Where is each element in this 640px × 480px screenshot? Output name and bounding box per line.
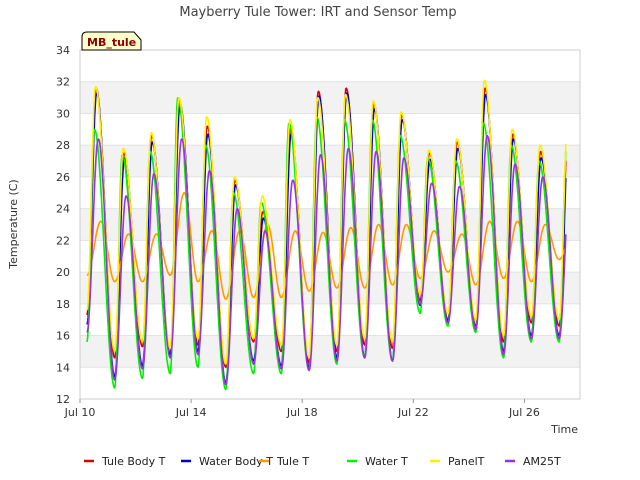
y-tick-label: 26 xyxy=(56,171,70,184)
legend-label: Tule Body T xyxy=(101,455,166,468)
site-tag: MB_tule xyxy=(81,31,142,51)
plot-bands xyxy=(80,81,580,368)
y-tick-label: 28 xyxy=(56,139,70,152)
series-line xyxy=(86,96,567,391)
y-tick-label: 30 xyxy=(56,107,70,120)
y-tick-label: 20 xyxy=(56,266,70,279)
legend-label: Water T xyxy=(365,455,408,468)
y-tick-label: 12 xyxy=(56,393,70,406)
plot-band xyxy=(80,208,580,241)
y-tick-label: 14 xyxy=(56,361,70,374)
legend-label: Tule T xyxy=(276,455,309,468)
series-line xyxy=(86,135,567,386)
y-tick-label: 32 xyxy=(56,76,70,89)
y-axis-ticks: 12 14 16 18 20 22 24 26 28 30 32 34 xyxy=(56,44,70,406)
x-axis-ticks: Jul 10 Jul 14 Jul 18 Jul 22 Jul 26 xyxy=(64,399,540,419)
x-tick-label: Jul 22 xyxy=(397,406,429,419)
legend-label: Water Body T xyxy=(199,455,273,468)
plot-band xyxy=(80,335,580,368)
chart-title: Mayberry Tule Tower: IRT and Sensor Temp xyxy=(179,5,456,20)
x-tick-label: Jul 10 xyxy=(64,406,96,419)
x-tick-label: Jul 18 xyxy=(286,406,318,419)
y-tick-label: 18 xyxy=(56,298,70,311)
site-tag-label: MB_tule xyxy=(87,36,136,49)
plot-band xyxy=(80,81,580,114)
y-tick-label: 16 xyxy=(56,330,70,343)
y-tick-label: 22 xyxy=(56,234,70,247)
x-tick-label: Jul 26 xyxy=(508,406,540,419)
legend-label: AM25T xyxy=(523,455,561,468)
x-tick-label: Jul 14 xyxy=(175,406,207,419)
series-lines xyxy=(86,79,567,391)
plot-frame xyxy=(79,49,581,400)
legend-label: PanelT xyxy=(448,455,485,468)
plot-band xyxy=(80,145,580,177)
y-tick-label: 24 xyxy=(56,203,70,216)
x-axis-label: Time xyxy=(550,423,578,436)
y-tick-label: 34 xyxy=(56,44,70,57)
y-axis-label: Temperature (C) xyxy=(7,179,20,269)
legend: Tule Body T Water Body T Tule T Water T Pane… xyxy=(84,455,561,468)
site-tag-box xyxy=(81,31,142,51)
